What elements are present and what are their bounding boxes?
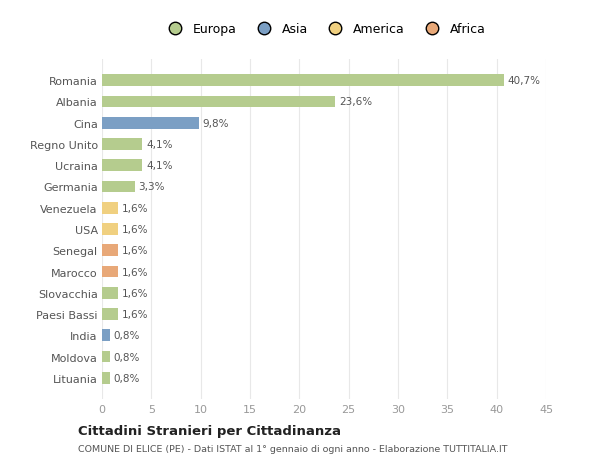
Text: COMUNE DI ELICE (PE) - Dati ISTAT al 1° gennaio di ogni anno - Elaborazione TUTT: COMUNE DI ELICE (PE) - Dati ISTAT al 1° … — [78, 444, 508, 453]
Text: 1,6%: 1,6% — [122, 203, 148, 213]
Bar — [102, 330, 110, 341]
Bar — [102, 372, 110, 384]
Text: 1,6%: 1,6% — [122, 309, 148, 319]
Text: 0,8%: 0,8% — [114, 352, 140, 362]
Text: 1,6%: 1,6% — [122, 246, 148, 256]
Legend: Europa, Asia, America, Africa: Europa, Asia, America, Africa — [158, 18, 490, 41]
Text: 4,1%: 4,1% — [146, 140, 173, 150]
Bar — [102, 181, 134, 193]
Bar — [102, 266, 118, 278]
Bar — [102, 245, 118, 257]
Bar — [102, 75, 503, 87]
Bar — [102, 287, 118, 299]
Text: 0,8%: 0,8% — [114, 373, 140, 383]
Text: 9,8%: 9,8% — [203, 118, 229, 129]
Text: 3,3%: 3,3% — [139, 182, 165, 192]
Text: 23,6%: 23,6% — [339, 97, 372, 107]
Text: Cittadini Stranieri per Cittadinanza: Cittadini Stranieri per Cittadinanza — [78, 424, 341, 437]
Text: 1,6%: 1,6% — [122, 267, 148, 277]
Text: 1,6%: 1,6% — [122, 224, 148, 235]
Bar — [102, 160, 142, 172]
Text: 0,8%: 0,8% — [114, 330, 140, 341]
Text: 1,6%: 1,6% — [122, 288, 148, 298]
Bar — [102, 308, 118, 320]
Bar — [102, 202, 118, 214]
Bar — [102, 96, 335, 108]
Bar — [102, 118, 199, 129]
Bar — [102, 139, 142, 151]
Text: 4,1%: 4,1% — [146, 161, 173, 171]
Text: 40,7%: 40,7% — [508, 76, 541, 86]
Bar — [102, 224, 118, 235]
Bar — [102, 351, 110, 363]
